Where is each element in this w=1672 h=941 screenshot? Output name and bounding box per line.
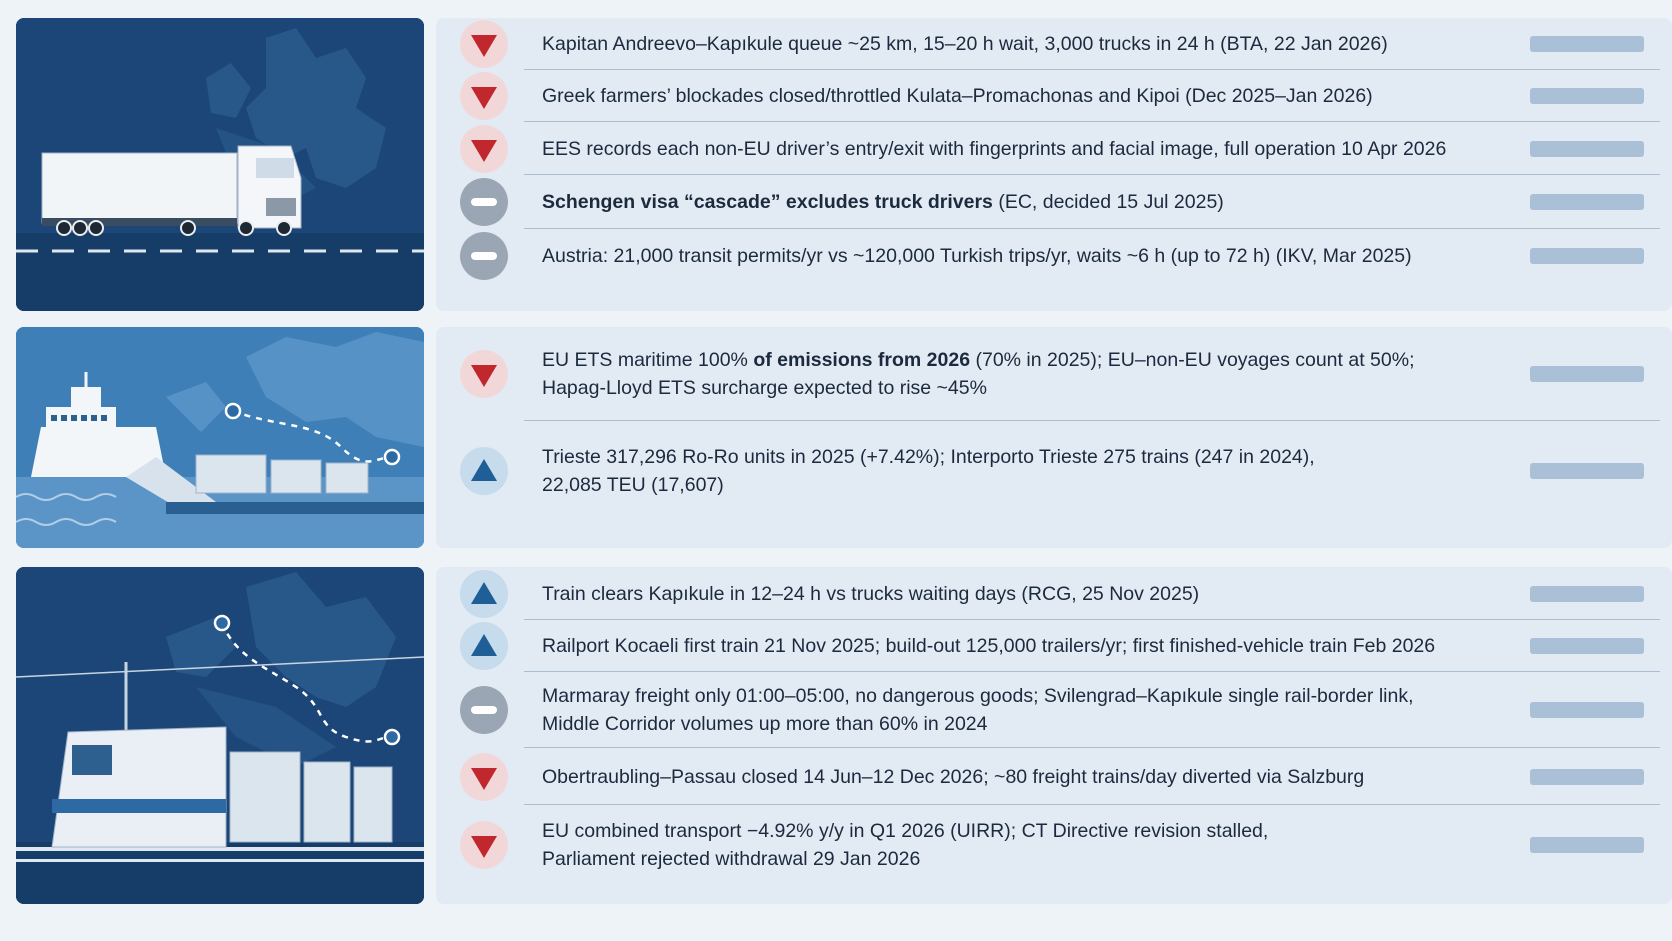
- list-item: Railport Kocaeli first train 21 Nov 2025…: [436, 620, 1672, 672]
- list-item: Trieste 317,296 Ro-Ro units in 2025 (+7.…: [436, 421, 1672, 521]
- train-illustration: [16, 567, 424, 904]
- sea-section: EU ETS maritime 100% of emissions from 2…: [16, 327, 1672, 548]
- item-text: Kapitan Andreevo–Kapıkule queue ~25 km, …: [542, 33, 1388, 55]
- row-divider: [524, 804, 1660, 805]
- item-text: EU ETS maritime 100% of emissions from 2…: [542, 349, 1415, 399]
- minus-icon: [460, 232, 508, 280]
- value-bar: [1530, 463, 1644, 479]
- list-item: Marmaray freight only 01:00–05:00, no da…: [436, 672, 1672, 748]
- road-factors-list: Kapitan Andreevo–Kapıkule queue ~25 km, …: [436, 18, 1672, 311]
- row-divider: [524, 619, 1660, 620]
- down-triangle-icon: [460, 72, 508, 120]
- rail-section: Train clears Kapıkule in 12–24 h vs truc…: [16, 567, 1672, 904]
- value-bar: [1530, 837, 1644, 853]
- rail-factors-list: Train clears Kapıkule in 12–24 h vs truc…: [436, 567, 1672, 904]
- down-triangle-icon: [460, 125, 508, 173]
- row-divider: [524, 121, 1660, 122]
- minus-icon: [460, 178, 508, 226]
- value-bar: [1530, 194, 1644, 210]
- ship-illustration: [16, 327, 424, 548]
- item-text: Schengen visa “cascade” excludes truck d…: [542, 191, 1224, 213]
- row-divider: [524, 420, 1660, 421]
- list-item: EU combined transport −4.92% y/y in Q1 2…: [436, 805, 1672, 885]
- down-triangle-icon: [460, 821, 508, 869]
- value-bar: [1530, 769, 1644, 785]
- value-bar: [1530, 702, 1644, 718]
- sea-factors-list: EU ETS maritime 100% of emissions from 2…: [436, 327, 1672, 548]
- item-text: Austria: 21,000 transit permits/yr vs ~1…: [542, 245, 1412, 267]
- row-divider: [524, 671, 1660, 672]
- row-divider: [524, 228, 1660, 229]
- item-text: Greek farmers’ blockades closed/throttle…: [542, 85, 1373, 107]
- list-item: Schengen visa “cascade” excludes truck d…: [436, 175, 1672, 229]
- row-divider: [524, 69, 1660, 70]
- list-item: Austria: 21,000 transit permits/yr vs ~1…: [436, 229, 1672, 283]
- item-text: Marmaray freight only 01:00–05:00, no da…: [542, 685, 1414, 735]
- list-item: Obertraubling–Passau closed 14 Jun–12 De…: [436, 748, 1672, 805]
- row-divider: [524, 747, 1660, 748]
- value-bar: [1530, 36, 1644, 52]
- item-text: Railport Kocaeli first train 21 Nov 2025…: [542, 635, 1436, 657]
- value-bar: [1530, 638, 1644, 654]
- truck-illustration: [16, 18, 424, 311]
- up-triangle-icon: [460, 570, 508, 618]
- down-triangle-icon: [460, 20, 508, 68]
- list-item: EU ETS maritime 100% of emissions from 2…: [436, 327, 1672, 421]
- row-divider: [524, 174, 1660, 175]
- down-triangle-icon: [460, 753, 508, 801]
- value-bar: [1530, 141, 1644, 157]
- road-section: Kapitan Andreevo–Kapıkule queue ~25 km, …: [16, 18, 1672, 311]
- up-triangle-icon: [460, 447, 508, 495]
- value-bar: [1530, 88, 1644, 104]
- minus-icon: [460, 686, 508, 734]
- up-triangle-icon: [460, 622, 508, 670]
- list-item: Train clears Kapıkule in 12–24 h vs truc…: [436, 567, 1672, 620]
- list-item: Greek farmers’ blockades closed/throttle…: [436, 70, 1672, 122]
- value-bar: [1530, 248, 1644, 264]
- list-item: Kapitan Andreevo–Kapıkule queue ~25 km, …: [436, 18, 1672, 70]
- item-text: Train clears Kapıkule in 12–24 h vs truc…: [542, 583, 1200, 605]
- down-triangle-icon: [460, 350, 508, 398]
- list-item: EES records each non-EU driver’s entry/e…: [436, 122, 1672, 175]
- item-text: EES records each non-EU driver’s entry/e…: [542, 138, 1447, 160]
- value-bar: [1530, 366, 1644, 382]
- item-text: Obertraubling–Passau closed 14 Jun–12 De…: [542, 766, 1365, 788]
- item-text: Trieste 317,296 Ro-Ro units in 2025 (+7.…: [542, 446, 1315, 496]
- item-text: EU combined transport −4.92% y/y in Q1 2…: [542, 820, 1269, 870]
- value-bar: [1530, 586, 1644, 602]
